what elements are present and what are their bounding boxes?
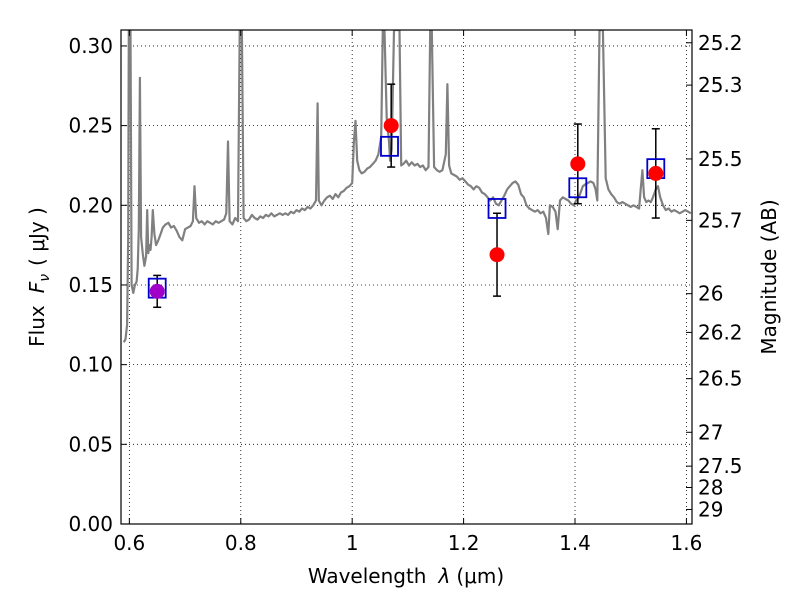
y-tick-label: 0.30 — [68, 34, 113, 58]
grid — [121, 30, 692, 525]
x-tick-label: 1.4 — [559, 531, 591, 555]
y2-tick-label: 27.5 — [698, 454, 743, 478]
y-axis-title: FluxFν( μJy ) — [25, 207, 53, 347]
y-tick-label: 0.00 — [68, 512, 113, 536]
x-tick-label: 0.6 — [113, 531, 145, 555]
y-tick-label: 0.20 — [68, 193, 113, 217]
observed-photometry-point — [149, 283, 165, 299]
y2-tick-label: 25.5 — [698, 147, 743, 171]
y2-tick-label: 25.2 — [698, 31, 743, 55]
model-photometry-square — [568, 177, 588, 199]
x-tick-label: 1.2 — [448, 531, 480, 555]
plot-frame — [120, 29, 693, 525]
y2-tick-label: 26.2 — [698, 320, 743, 344]
y2-tick-label: 26.5 — [698, 367, 743, 391]
y-tick-label: 0.25 — [68, 114, 113, 138]
y2-tick-label: 29 — [698, 497, 723, 521]
x-tick-label: 1.6 — [671, 531, 703, 555]
model-photometry-square — [380, 135, 399, 157]
y2-tick-label: 28 — [698, 475, 723, 499]
markers — [147, 118, 666, 299]
y2-tick-label: 25.7 — [698, 208, 743, 232]
x-tick-label: 0.8 — [225, 531, 257, 555]
observed-photometry-point — [570, 156, 586, 172]
y-tick-label: 0.10 — [68, 353, 113, 377]
y-tick-label: 0.05 — [68, 432, 113, 456]
x-tick-label: 1 — [346, 531, 359, 555]
observed-photometry-point — [383, 118, 399, 134]
y-tick-label: 0.15 — [68, 273, 113, 297]
model-photometry-square — [487, 198, 507, 219]
y2-tick-label: 25.3 — [698, 73, 743, 97]
y2-tick-label: 27 — [698, 420, 723, 444]
plot-area — [122, 30, 692, 343]
axes-ticks: 0.6 0.8 1 1.2 1.4 1.6 0.00 0.05 0.10 0.15 0.20 0.25… — [68, 30, 743, 555]
x-axis-title: Wavelength λ (μm) — [308, 564, 504, 588]
observed-photometry-point — [489, 247, 505, 263]
y2-tick-label: 26 — [698, 282, 723, 306]
y2-axis-title: Magnitude (AB) — [757, 199, 781, 354]
model-spectrum-line — [122, 30, 692, 343]
observed-photometry-point — [648, 165, 664, 181]
